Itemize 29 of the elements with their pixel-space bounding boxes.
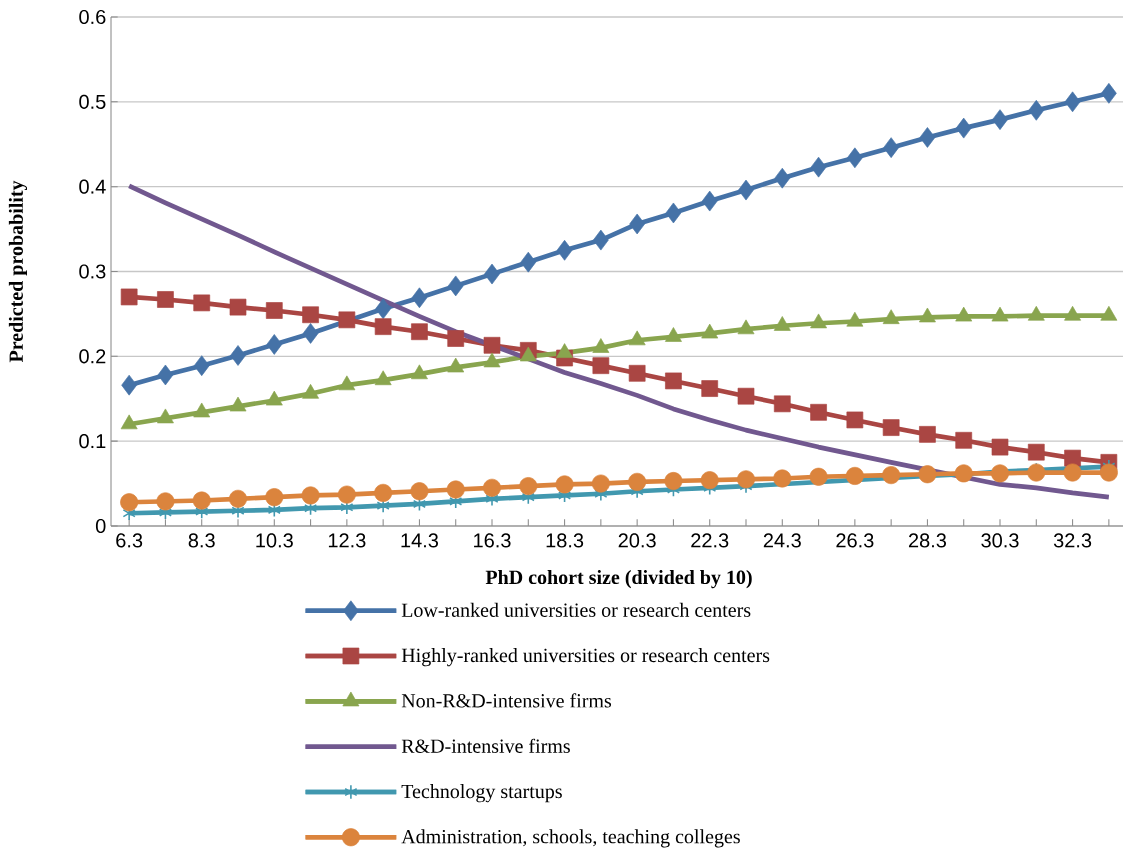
x-tick-label: 32.3 (1053, 533, 1092, 548)
y-tick-label: 0.1 (79, 434, 106, 449)
y-tick-label: 0.2 (79, 349, 106, 364)
legend-label: Highly-ranked universities or research centers (401, 648, 770, 667)
x-tick-label: 12.3 (328, 533, 366, 548)
x-tick-label: 18.3 (546, 533, 584, 548)
x-tick-label: 8.3 (188, 533, 215, 548)
legend-label: R&D-intensive firms (401, 738, 570, 753)
x-tick-label: 24.3 (763, 533, 801, 548)
x-tick-label: 16.3 (474, 533, 511, 548)
legend-label: Technology startups (401, 784, 562, 803)
y-axis-title: Predicted probability (8, 180, 28, 363)
x-tick-label: 26.3 (836, 533, 874, 548)
x-tick-label: 10.3 (256, 533, 293, 548)
y-tick-label: 0.5 (79, 94, 106, 109)
y-tick-label: 0.3 (79, 264, 106, 279)
x-tick-label: 6.3 (116, 533, 143, 548)
x-tick-label: 28.3 (908, 533, 947, 548)
x-tick-label: 30.3 (981, 533, 1019, 548)
y-tick-label: 0 (95, 518, 106, 534)
y-tick-label: 0.4 (79, 179, 106, 194)
x-tick-label: 22.3 (691, 533, 729, 548)
x-tick-label: 14.3 (401, 533, 439, 548)
x-axis-title: PhD cohort size (divided by 10) (485, 570, 752, 589)
legend-label: Non-R&D-intensive firms (401, 693, 612, 708)
legend-label: Administration, schools, teaching colleges (401, 829, 740, 848)
x-tick-label: 20.3 (618, 533, 656, 548)
y-tick-label: 0.6 (79, 9, 106, 25)
legend-label: Low-ranked universities or research centers (401, 602, 751, 617)
